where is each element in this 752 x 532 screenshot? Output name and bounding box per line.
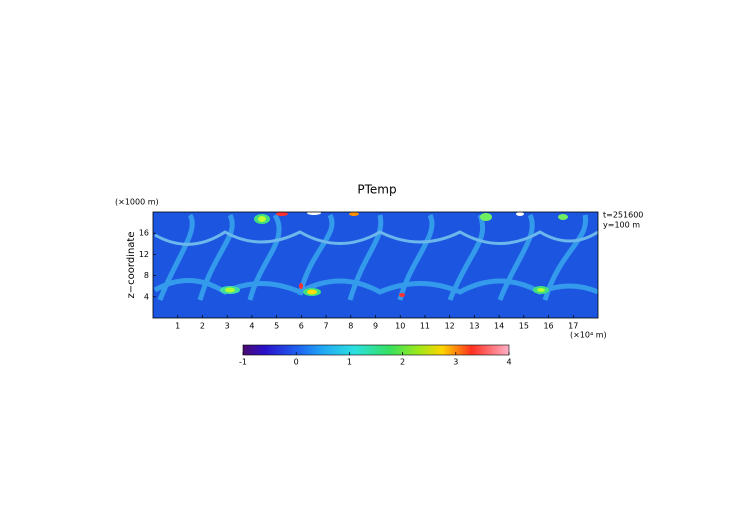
- x-tick-label: 16: [543, 322, 553, 331]
- x-tick-label: 3: [225, 322, 230, 331]
- x-tick-label: 1: [175, 322, 180, 331]
- annotation: y=100 m: [603, 221, 640, 230]
- x-tick-label: 13: [469, 322, 479, 331]
- x-tick-label: 11: [420, 322, 430, 331]
- x-tick-label: 15: [519, 322, 529, 331]
- colorbar-tick-label: 0: [294, 358, 299, 367]
- x-axis-label: (×10⁴ m): [570, 331, 607, 340]
- y-unit: (×1000 m): [115, 198, 159, 207]
- x-tick-label: 4: [249, 322, 254, 331]
- y-tick-label: 4: [144, 292, 149, 301]
- colorbar-tick-label: -1: [239, 358, 247, 367]
- x-tick-label: 9: [373, 322, 378, 331]
- x-tick-label: 5: [274, 322, 279, 331]
- x-tick-label: 7: [324, 322, 329, 331]
- y-tick-label: 16: [139, 229, 149, 238]
- x-tick-label: 8: [348, 322, 353, 331]
- x-tick-label: 17: [568, 322, 578, 331]
- colorbar-tick-label: 3: [453, 358, 458, 367]
- x-tick-label: 10: [395, 322, 405, 331]
- x-tick-label: 14: [494, 322, 504, 331]
- x-tick-label: 12: [445, 322, 455, 331]
- colorbar-tick-label: 4: [506, 358, 511, 367]
- y-axis-label: z−coordinate: [126, 232, 137, 299]
- field-hotspots: [220, 212, 568, 297]
- chart-title: PTemp: [357, 183, 396, 197]
- field: [153, 212, 598, 318]
- field-background: [153, 212, 598, 318]
- y-tick-label: 12: [139, 250, 149, 259]
- colorbar-tick-label: 2: [400, 358, 405, 367]
- x-tick-label: 6: [299, 322, 304, 331]
- x-tick-label: 2: [200, 322, 205, 331]
- colorbar-tick-label: 1: [347, 358, 352, 367]
- annotation: t=251600: [603, 211, 643, 220]
- colorbar: [242, 344, 510, 356]
- y-tick-label: 8: [144, 271, 149, 280]
